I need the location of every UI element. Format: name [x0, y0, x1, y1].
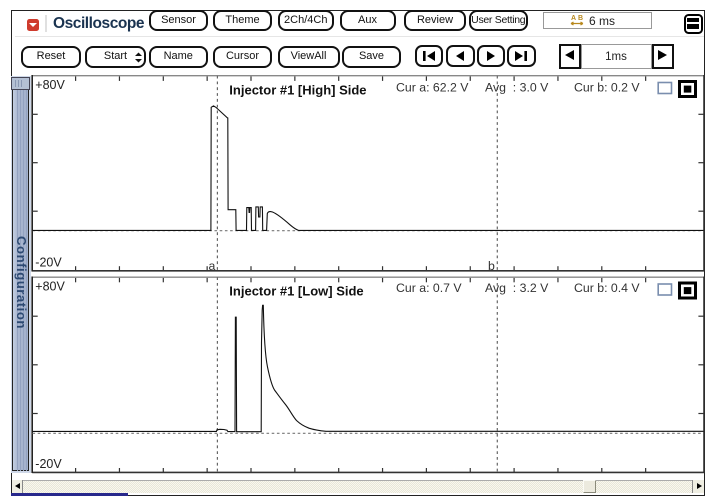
svg-text:A: A	[571, 15, 576, 22]
svg-text:Cur a: 62.2 V: Cur a: 62.2 V	[396, 80, 469, 94]
svg-text:Avg : 3.2 V: Avg : 3.2 V	[485, 281, 549, 295]
svg-text:-20V: -20V	[35, 457, 62, 471]
svg-text:Avg : 3.0 V: Avg : 3.0 V	[485, 80, 549, 94]
svg-text:Injector #1 [High] Side: Injector #1 [High] Side	[229, 82, 366, 97]
svg-text:a: a	[209, 259, 216, 273]
svg-text:+80V: +80V	[35, 280, 65, 294]
svg-text:b: b	[488, 259, 495, 273]
svg-text:B: B	[578, 15, 583, 22]
svg-text:Cur b: 0.4 V: Cur b: 0.4 V	[574, 281, 640, 295]
svg-text:Injector #1 [Low] Side: Injector #1 [Low] Side	[229, 283, 363, 298]
svg-text:-20V: -20V	[35, 255, 62, 269]
svg-text:Cur b: 0.2 V: Cur b: 0.2 V	[574, 80, 640, 94]
svg-text:Cur a: 0.7 V: Cur a: 0.7 V	[396, 281, 462, 295]
svg-text:+80V: +80V	[35, 78, 65, 92]
